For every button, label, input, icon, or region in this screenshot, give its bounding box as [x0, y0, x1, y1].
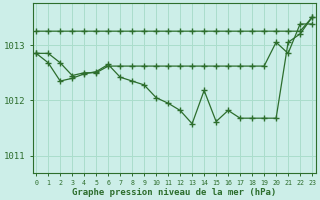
X-axis label: Graphe pression niveau de la mer (hPa): Graphe pression niveau de la mer (hPa) [72, 188, 276, 197]
